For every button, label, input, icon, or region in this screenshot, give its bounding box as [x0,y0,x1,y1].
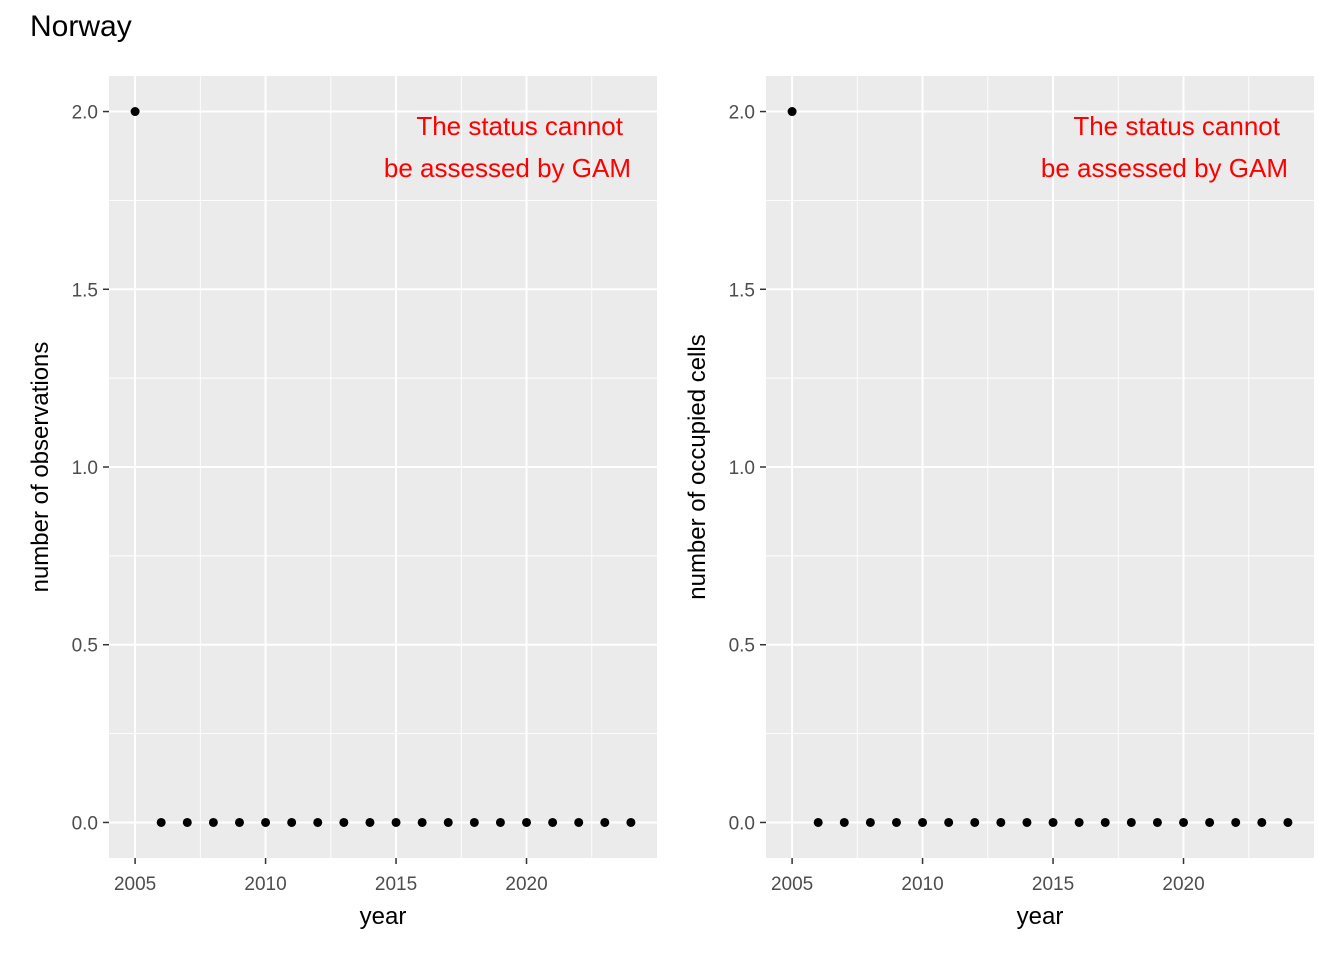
data-point [1022,817,1032,827]
data-point [574,817,584,827]
x-axis-title: year [360,903,407,930]
y-tick-label: 1.5 [729,280,755,301]
data-point [1205,817,1215,827]
y-axis-title: number of occupied cells [684,334,711,599]
data-point [1283,817,1293,827]
data-point [495,817,505,827]
data-point [865,817,875,827]
x-tick-label: 2010 [244,874,286,895]
data-point [443,817,453,827]
annotation-line-1: The status cannot [1073,111,1280,141]
x-tick-label: 2020 [505,874,547,895]
data-point [996,817,1006,827]
figure-title: Norway [30,10,132,43]
y-tick-label: 0.5 [729,636,755,657]
data-point [1126,817,1136,827]
data-point [813,817,823,827]
x-axis-title: year [1017,903,1064,930]
data-point [1074,817,1084,827]
data-point [626,817,636,827]
data-point [600,817,610,827]
x-tick-label: 2005 [771,874,813,895]
data-point [365,817,375,827]
data-point [1257,817,1267,827]
data-point [522,817,532,827]
data-point [970,817,980,827]
annotation-line-1: The status cannot [416,111,623,141]
x-tick-label: 2005 [114,874,156,895]
data-point [839,817,849,827]
y-tick-label: 2.0 [72,103,98,124]
data-point [1231,817,1241,827]
annotation-line-2: be assessed by GAM [1041,153,1288,183]
data-point [787,107,797,117]
data-point [208,817,218,827]
data-point [417,817,427,827]
data-point [1152,817,1162,827]
y-axis-title: number of observations [27,342,54,593]
x-tick-label: 2015 [1032,874,1074,895]
data-point [391,817,401,827]
data-point [548,817,558,827]
data-point [182,817,192,827]
data-point [339,817,349,827]
data-point [1179,817,1189,827]
data-point [234,817,244,827]
data-point [287,817,297,827]
data-point [1100,817,1110,827]
y-tick-label: 0.0 [729,813,755,834]
x-tick-label: 2020 [1162,874,1204,895]
data-point [1048,817,1058,827]
data-point [261,817,271,827]
data-point [156,817,166,827]
y-tick-label: 0.0 [72,813,98,834]
data-point [944,817,954,827]
data-point [891,817,901,827]
y-tick-label: 1.0 [729,458,755,479]
data-point [130,107,140,117]
y-tick-label: 1.5 [72,280,98,301]
data-point [918,817,928,827]
annotation-line-2: be assessed by GAM [384,153,631,183]
y-tick-label: 1.0 [72,458,98,479]
x-tick-label: 2010 [901,874,943,895]
y-tick-label: 0.5 [72,636,98,657]
data-point [469,817,479,827]
data-point [313,817,323,827]
y-tick-label: 2.0 [729,103,755,124]
x-tick-label: 2015 [375,874,417,895]
